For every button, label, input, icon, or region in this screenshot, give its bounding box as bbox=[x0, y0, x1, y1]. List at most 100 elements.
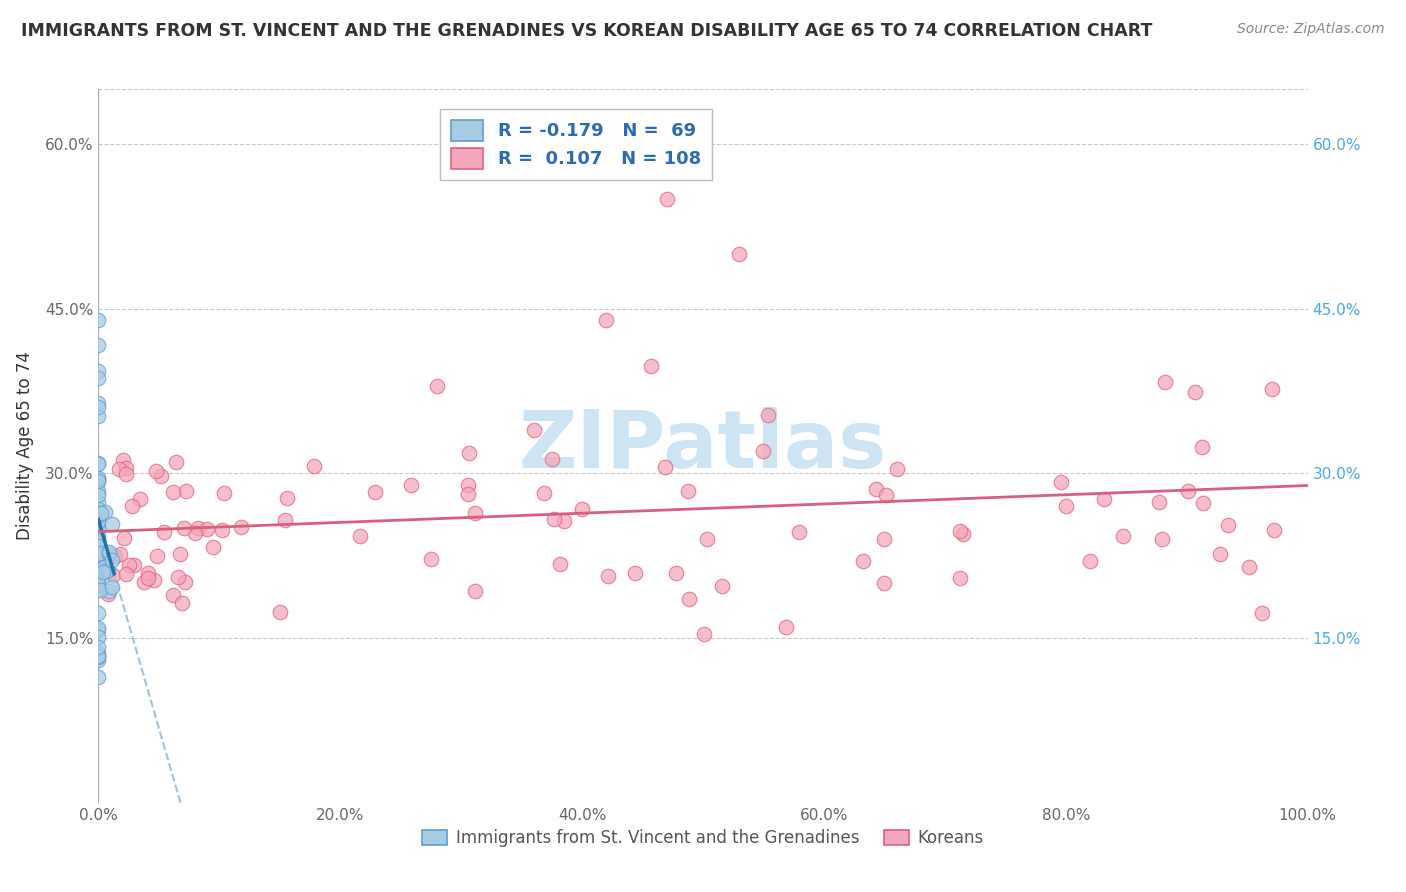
Text: Source: ZipAtlas.com: Source: ZipAtlas.com bbox=[1237, 22, 1385, 37]
Point bbox=[93, 558, 115, 572]
Point bbox=[87, 483, 110, 498]
Point bbox=[114, 566, 136, 581]
Point bbox=[1078, 554, 1101, 568]
Point bbox=[87, 577, 110, 591]
Point bbox=[596, 569, 619, 583]
Point bbox=[458, 446, 481, 460]
Point bbox=[87, 542, 110, 557]
Point bbox=[149, 468, 172, 483]
Point bbox=[1147, 495, 1170, 509]
Point bbox=[87, 562, 110, 576]
Point bbox=[93, 560, 115, 574]
Point bbox=[87, 552, 110, 566]
Point bbox=[711, 578, 734, 592]
Point bbox=[101, 552, 124, 566]
Point bbox=[87, 574, 110, 588]
Point bbox=[87, 649, 110, 664]
Point bbox=[115, 467, 138, 481]
Point bbox=[1092, 491, 1115, 506]
Point bbox=[1191, 440, 1213, 454]
Point bbox=[87, 409, 110, 423]
Point bbox=[162, 484, 184, 499]
Point bbox=[87, 640, 110, 654]
Point bbox=[1184, 385, 1206, 400]
Point bbox=[87, 570, 110, 584]
Point bbox=[87, 646, 110, 660]
Point bbox=[87, 401, 110, 415]
Point bbox=[533, 486, 555, 500]
Point bbox=[87, 506, 110, 520]
Point bbox=[419, 552, 441, 566]
Point bbox=[87, 653, 110, 667]
Point bbox=[87, 337, 110, 351]
Point bbox=[1263, 523, 1285, 537]
Point bbox=[886, 462, 908, 476]
Point bbox=[121, 499, 143, 513]
Point bbox=[1050, 475, 1073, 490]
Point bbox=[87, 475, 110, 489]
Point bbox=[87, 371, 110, 385]
Point bbox=[115, 461, 138, 475]
Point bbox=[211, 524, 233, 538]
Point bbox=[87, 582, 110, 597]
Point bbox=[728, 247, 751, 261]
Point bbox=[187, 520, 209, 534]
Point bbox=[97, 545, 120, 559]
Point bbox=[103, 568, 125, 582]
Point bbox=[678, 484, 700, 499]
Point bbox=[101, 516, 124, 531]
Point bbox=[101, 580, 124, 594]
Point bbox=[87, 547, 110, 561]
Legend: Immigrants from St. Vincent and the Grenadines, Koreans: Immigrants from St. Vincent and the Gren… bbox=[413, 821, 993, 855]
Point bbox=[87, 364, 110, 378]
Point bbox=[138, 566, 160, 581]
Point bbox=[87, 621, 110, 635]
Point bbox=[162, 588, 184, 602]
Point bbox=[852, 554, 875, 568]
Point bbox=[87, 471, 110, 485]
Point bbox=[872, 533, 894, 547]
Point bbox=[543, 512, 565, 526]
Text: IMMIGRANTS FROM ST. VINCENT AND THE GRENADINES VS KOREAN DISABILITY AGE 65 TO 74: IMMIGRANTS FROM ST. VINCENT AND THE GREN… bbox=[21, 22, 1153, 40]
Point bbox=[640, 359, 662, 373]
Point bbox=[87, 475, 110, 489]
Point bbox=[87, 529, 110, 543]
Point bbox=[752, 444, 775, 458]
Point bbox=[426, 378, 449, 392]
Point bbox=[1112, 529, 1135, 543]
Point bbox=[112, 453, 135, 467]
Point bbox=[129, 492, 152, 507]
Point bbox=[94, 505, 117, 519]
Point bbox=[1251, 607, 1274, 621]
Point bbox=[136, 571, 159, 585]
Point bbox=[1054, 499, 1077, 513]
Point bbox=[87, 560, 110, 574]
Point bbox=[172, 596, 194, 610]
Point bbox=[553, 514, 575, 528]
Point bbox=[692, 627, 714, 641]
Point bbox=[87, 648, 110, 663]
Point bbox=[696, 533, 718, 547]
Point bbox=[865, 483, 887, 497]
Point bbox=[97, 547, 120, 561]
Point bbox=[173, 575, 195, 590]
Point bbox=[132, 575, 155, 590]
Point bbox=[624, 566, 647, 580]
Point bbox=[595, 312, 617, 326]
Point bbox=[145, 464, 167, 478]
Point bbox=[875, 488, 897, 502]
Point bbox=[202, 540, 225, 554]
Point bbox=[269, 605, 291, 619]
Point bbox=[176, 483, 198, 498]
Point bbox=[87, 549, 110, 563]
Point bbox=[87, 548, 110, 562]
Point bbox=[87, 515, 110, 529]
Point bbox=[756, 408, 779, 422]
Text: ZIPatlas: ZIPatlas bbox=[519, 407, 887, 485]
Point bbox=[118, 558, 141, 572]
Point bbox=[87, 569, 110, 583]
Point bbox=[90, 506, 112, 520]
Point bbox=[274, 513, 297, 527]
Point bbox=[87, 561, 110, 575]
Point bbox=[523, 423, 546, 437]
